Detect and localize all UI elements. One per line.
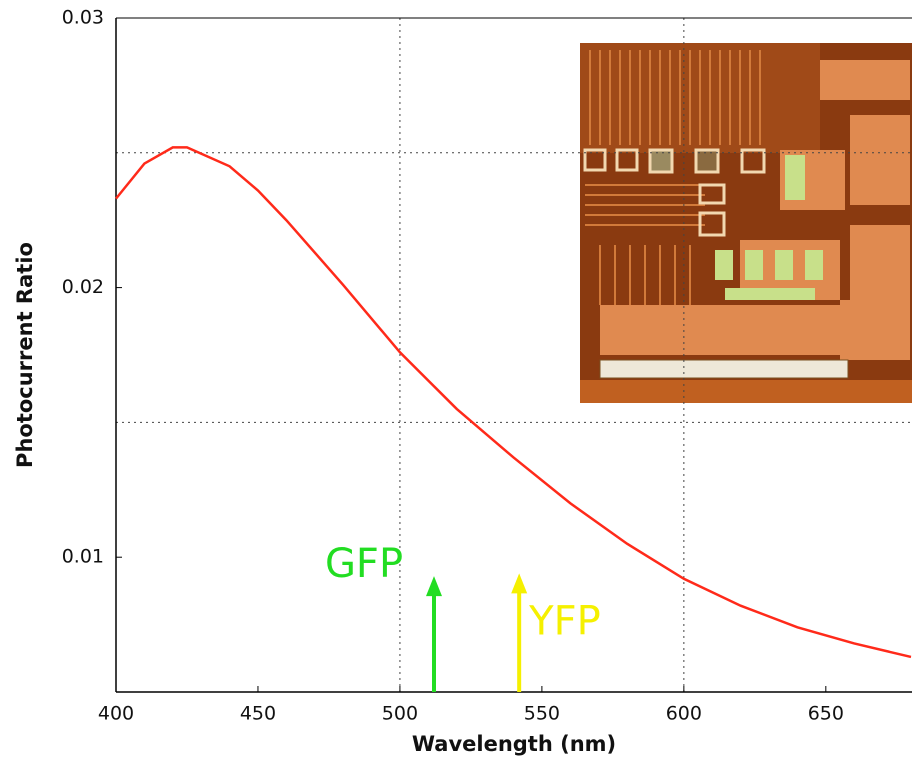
data-line — [115, 146, 912, 659]
y-tick-label: 0.03 — [62, 7, 104, 29]
grid — [116, 18, 911, 692]
x-tick-label: 600 — [666, 703, 702, 725]
y-tick-label: 0.01 — [62, 546, 104, 568]
y-axis-title: Photocurrent Ratio — [13, 242, 37, 468]
x-tick-label: 400 — [98, 703, 134, 725]
arrow-head — [426, 576, 442, 597]
x-axis-title: Wavelength (nm) — [412, 732, 616, 756]
inset-micrograph — [580, 43, 912, 403]
x-tick-label: 550 — [524, 703, 560, 725]
x-tick-label: 450 — [240, 703, 276, 725]
y-tick-label: 0.02 — [62, 276, 104, 298]
arrow-head — [511, 573, 528, 594]
annotation-label: GFP — [325, 541, 403, 587]
annotation-label: YFP — [528, 598, 601, 644]
x-tick-label: 650 — [808, 703, 844, 725]
x-tick-label: 500 — [382, 703, 418, 725]
